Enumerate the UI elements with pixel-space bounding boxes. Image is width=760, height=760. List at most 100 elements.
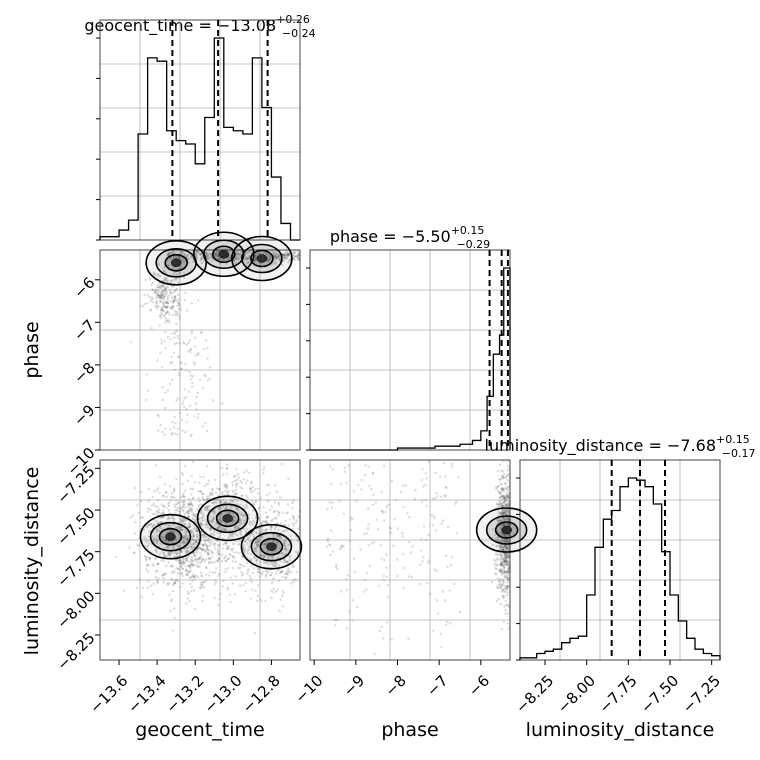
scatter-point <box>262 472 265 475</box>
scatter-point <box>274 525 277 529</box>
scatter-point <box>207 537 210 541</box>
scatter-point <box>155 294 159 297</box>
scatter-point <box>502 548 505 552</box>
scatter-point <box>340 547 343 550</box>
scatter-point <box>183 298 187 302</box>
scatter-point <box>410 576 414 579</box>
scatter-point <box>279 572 282 575</box>
scatter-point <box>190 493 193 496</box>
scatter-point <box>200 255 204 259</box>
scatter-point <box>376 528 380 531</box>
scatter-point <box>203 550 207 553</box>
scatter-point <box>178 257 181 260</box>
scatter-point <box>251 502 254 505</box>
scatter-point <box>159 351 162 354</box>
scatter-point <box>194 518 197 522</box>
scatter-point <box>388 526 392 530</box>
scatter-point <box>179 549 182 552</box>
scatter-point <box>172 305 175 308</box>
scatter-point <box>235 255 238 258</box>
scatter-point <box>499 563 502 567</box>
scatter-point <box>496 586 500 590</box>
scatter-point <box>271 250 275 253</box>
scatter-point <box>177 509 180 513</box>
scatter-point <box>163 279 166 282</box>
scatter-point <box>164 572 168 575</box>
scatter-point <box>227 547 230 551</box>
scatter-point <box>283 529 286 533</box>
scatter-point <box>276 557 280 560</box>
scatter-point <box>502 594 505 597</box>
scatter-point <box>363 473 367 477</box>
scatter-point <box>296 257 299 261</box>
scatter-point <box>197 489 200 493</box>
scatter-point <box>365 588 368 591</box>
scatter-point <box>233 526 237 529</box>
scatter-point <box>170 571 174 574</box>
scatter-point <box>156 511 159 514</box>
scatter-point <box>211 552 215 555</box>
scatter-point <box>427 559 431 562</box>
scatter-point <box>159 424 162 427</box>
scatter-point <box>250 580 253 583</box>
scatter-point <box>350 529 353 532</box>
scatter-point <box>284 548 287 551</box>
scatter-point <box>163 269 166 273</box>
scatter-point <box>500 533 504 537</box>
scatter-point <box>166 305 170 308</box>
scatter-point <box>497 510 500 514</box>
scatter-point <box>253 567 256 570</box>
scatter-point <box>220 467 223 470</box>
scatter-point <box>177 302 181 305</box>
scatter-point <box>192 535 196 538</box>
scatter-point <box>498 570 501 573</box>
panel-frame <box>309 459 511 661</box>
scatter-point <box>444 486 448 489</box>
scatter-point <box>155 537 158 541</box>
scatter-point <box>226 588 229 591</box>
scatter-point <box>501 494 504 498</box>
scatter-point <box>173 607 176 610</box>
scatter-point <box>500 573 503 577</box>
scatter-point <box>180 495 183 499</box>
scatter-point <box>434 472 437 475</box>
scatter-point <box>273 539 276 542</box>
scatter-point <box>501 516 504 519</box>
scatter-point <box>204 534 207 537</box>
scatter-point <box>184 558 187 561</box>
scatter-point <box>228 552 231 556</box>
scatter-point <box>170 598 173 601</box>
scatter-point <box>168 501 171 504</box>
scatter-point <box>270 596 273 600</box>
scatter-point <box>258 527 261 530</box>
scatter-point <box>201 425 204 428</box>
scatter-point <box>164 491 167 494</box>
scatter-point <box>495 599 499 603</box>
scatter-point <box>334 565 338 569</box>
scatter-point <box>297 253 301 257</box>
scatter-point <box>362 590 366 593</box>
scatter-point <box>163 300 166 304</box>
scatter-point <box>172 278 176 281</box>
scatter-point <box>183 253 187 256</box>
scatter-point <box>162 284 165 288</box>
scatter-point <box>255 500 258 503</box>
scatter-point <box>144 555 147 558</box>
scatter-point <box>169 279 172 283</box>
scatter-point <box>189 542 193 545</box>
scatter-point <box>387 503 390 506</box>
scatter-point <box>285 257 288 260</box>
scatter-point <box>185 556 189 559</box>
scatter-point <box>240 494 243 497</box>
scatter-point <box>224 554 227 557</box>
scatter-point <box>420 549 423 552</box>
scatter-point <box>276 509 279 513</box>
scatter-point <box>505 548 508 551</box>
scatter-point <box>168 554 171 557</box>
scatter-point <box>233 475 236 478</box>
scatter-point <box>186 549 189 552</box>
scatter-point <box>498 546 502 549</box>
scatter-point <box>197 412 200 416</box>
scatter-point <box>154 576 158 579</box>
scatter-point <box>180 562 183 565</box>
